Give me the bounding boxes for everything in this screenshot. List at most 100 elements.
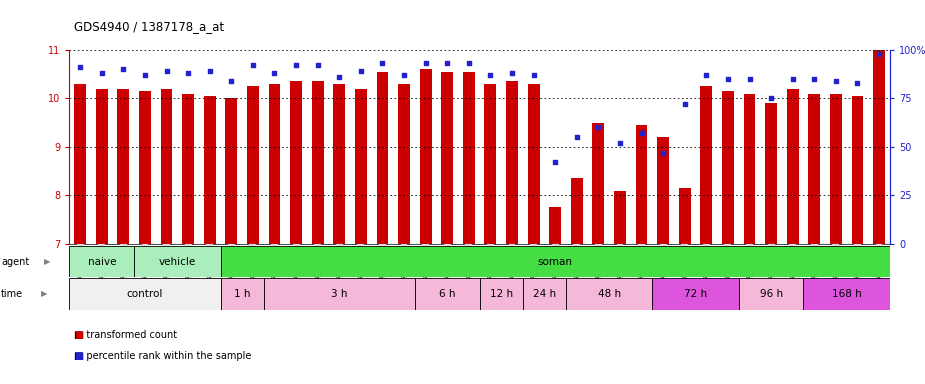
Bar [290, 81, 302, 244]
Bar [852, 96, 863, 244]
Text: ■ percentile rank within the sample: ■ percentile rank within the sample [74, 351, 252, 361]
Point [807, 76, 821, 82]
Bar [139, 91, 151, 244]
Bar [765, 103, 777, 244]
Text: ■: ■ [74, 351, 83, 361]
Bar [226, 98, 237, 244]
Point [871, 51, 886, 57]
Bar [700, 86, 712, 244]
Bar [566, 278, 652, 310]
Text: 48 h: 48 h [598, 289, 621, 299]
Bar [264, 278, 414, 310]
Point [721, 76, 735, 82]
Bar [96, 89, 107, 244]
Text: ■: ■ [74, 330, 83, 340]
Point [353, 68, 368, 74]
Bar [182, 94, 194, 244]
Point [742, 76, 757, 82]
Bar [441, 72, 453, 244]
Bar [220, 246, 890, 277]
Text: 24 h: 24 h [533, 289, 556, 299]
Point [289, 62, 303, 68]
Text: 12 h: 12 h [489, 289, 512, 299]
Bar [679, 188, 691, 244]
Bar [312, 81, 324, 244]
Bar [161, 89, 172, 244]
Bar [247, 86, 259, 244]
Bar [808, 94, 820, 244]
Bar [744, 94, 756, 244]
Bar [722, 91, 734, 244]
Point [548, 159, 562, 166]
Bar [506, 81, 518, 244]
Bar [830, 94, 842, 244]
Text: 72 h: 72 h [684, 289, 707, 299]
Bar [523, 278, 566, 310]
Point [612, 140, 627, 146]
Point [850, 80, 865, 86]
Point [203, 68, 217, 74]
Text: 168 h: 168 h [832, 289, 861, 299]
Point [180, 70, 195, 76]
Point [310, 62, 325, 68]
Bar [873, 50, 885, 244]
Bar [74, 84, 86, 244]
Bar [592, 122, 604, 244]
Bar [117, 89, 130, 244]
Bar [635, 125, 647, 244]
Bar [657, 137, 669, 244]
Text: 3 h: 3 h [331, 289, 348, 299]
Point [526, 72, 541, 78]
Point [116, 66, 130, 73]
Bar [614, 190, 626, 244]
Text: ■ transformed count: ■ transformed count [74, 330, 177, 340]
Point [159, 68, 174, 74]
Point [245, 62, 260, 68]
Point [375, 60, 389, 66]
Bar [268, 84, 280, 244]
Text: 6 h: 6 h [439, 289, 455, 299]
Bar [787, 89, 798, 244]
Point [397, 72, 412, 78]
Point [764, 95, 779, 101]
Text: ▶: ▶ [44, 257, 51, 266]
Bar [333, 84, 345, 244]
Text: naive: naive [88, 257, 116, 266]
Text: agent: agent [1, 257, 30, 266]
Bar [462, 72, 475, 244]
Bar [804, 278, 890, 310]
Bar [571, 179, 583, 244]
Bar [739, 278, 804, 310]
Bar [69, 246, 134, 277]
Point [439, 60, 454, 66]
Point [418, 60, 433, 66]
Bar [527, 84, 539, 244]
Text: 1 h: 1 h [234, 289, 251, 299]
Bar [398, 84, 410, 244]
Bar [652, 278, 739, 310]
Point [505, 70, 520, 76]
Bar [414, 278, 479, 310]
Bar [355, 89, 367, 244]
Bar [69, 278, 220, 310]
Point [829, 78, 844, 84]
Point [656, 150, 671, 156]
Text: 96 h: 96 h [759, 289, 783, 299]
Bar [204, 96, 216, 244]
Point [73, 64, 88, 70]
Point [591, 124, 606, 131]
Point [785, 76, 800, 82]
Bar [420, 70, 432, 244]
Point [224, 78, 239, 84]
Text: control: control [127, 289, 163, 299]
Bar [549, 207, 561, 244]
Text: vehicle: vehicle [159, 257, 196, 266]
Point [332, 74, 347, 80]
Point [570, 134, 585, 140]
Point [138, 72, 153, 78]
Text: ▶: ▶ [41, 289, 47, 298]
Point [94, 70, 109, 76]
Bar [376, 72, 388, 244]
Point [462, 60, 476, 66]
Bar [134, 246, 220, 277]
